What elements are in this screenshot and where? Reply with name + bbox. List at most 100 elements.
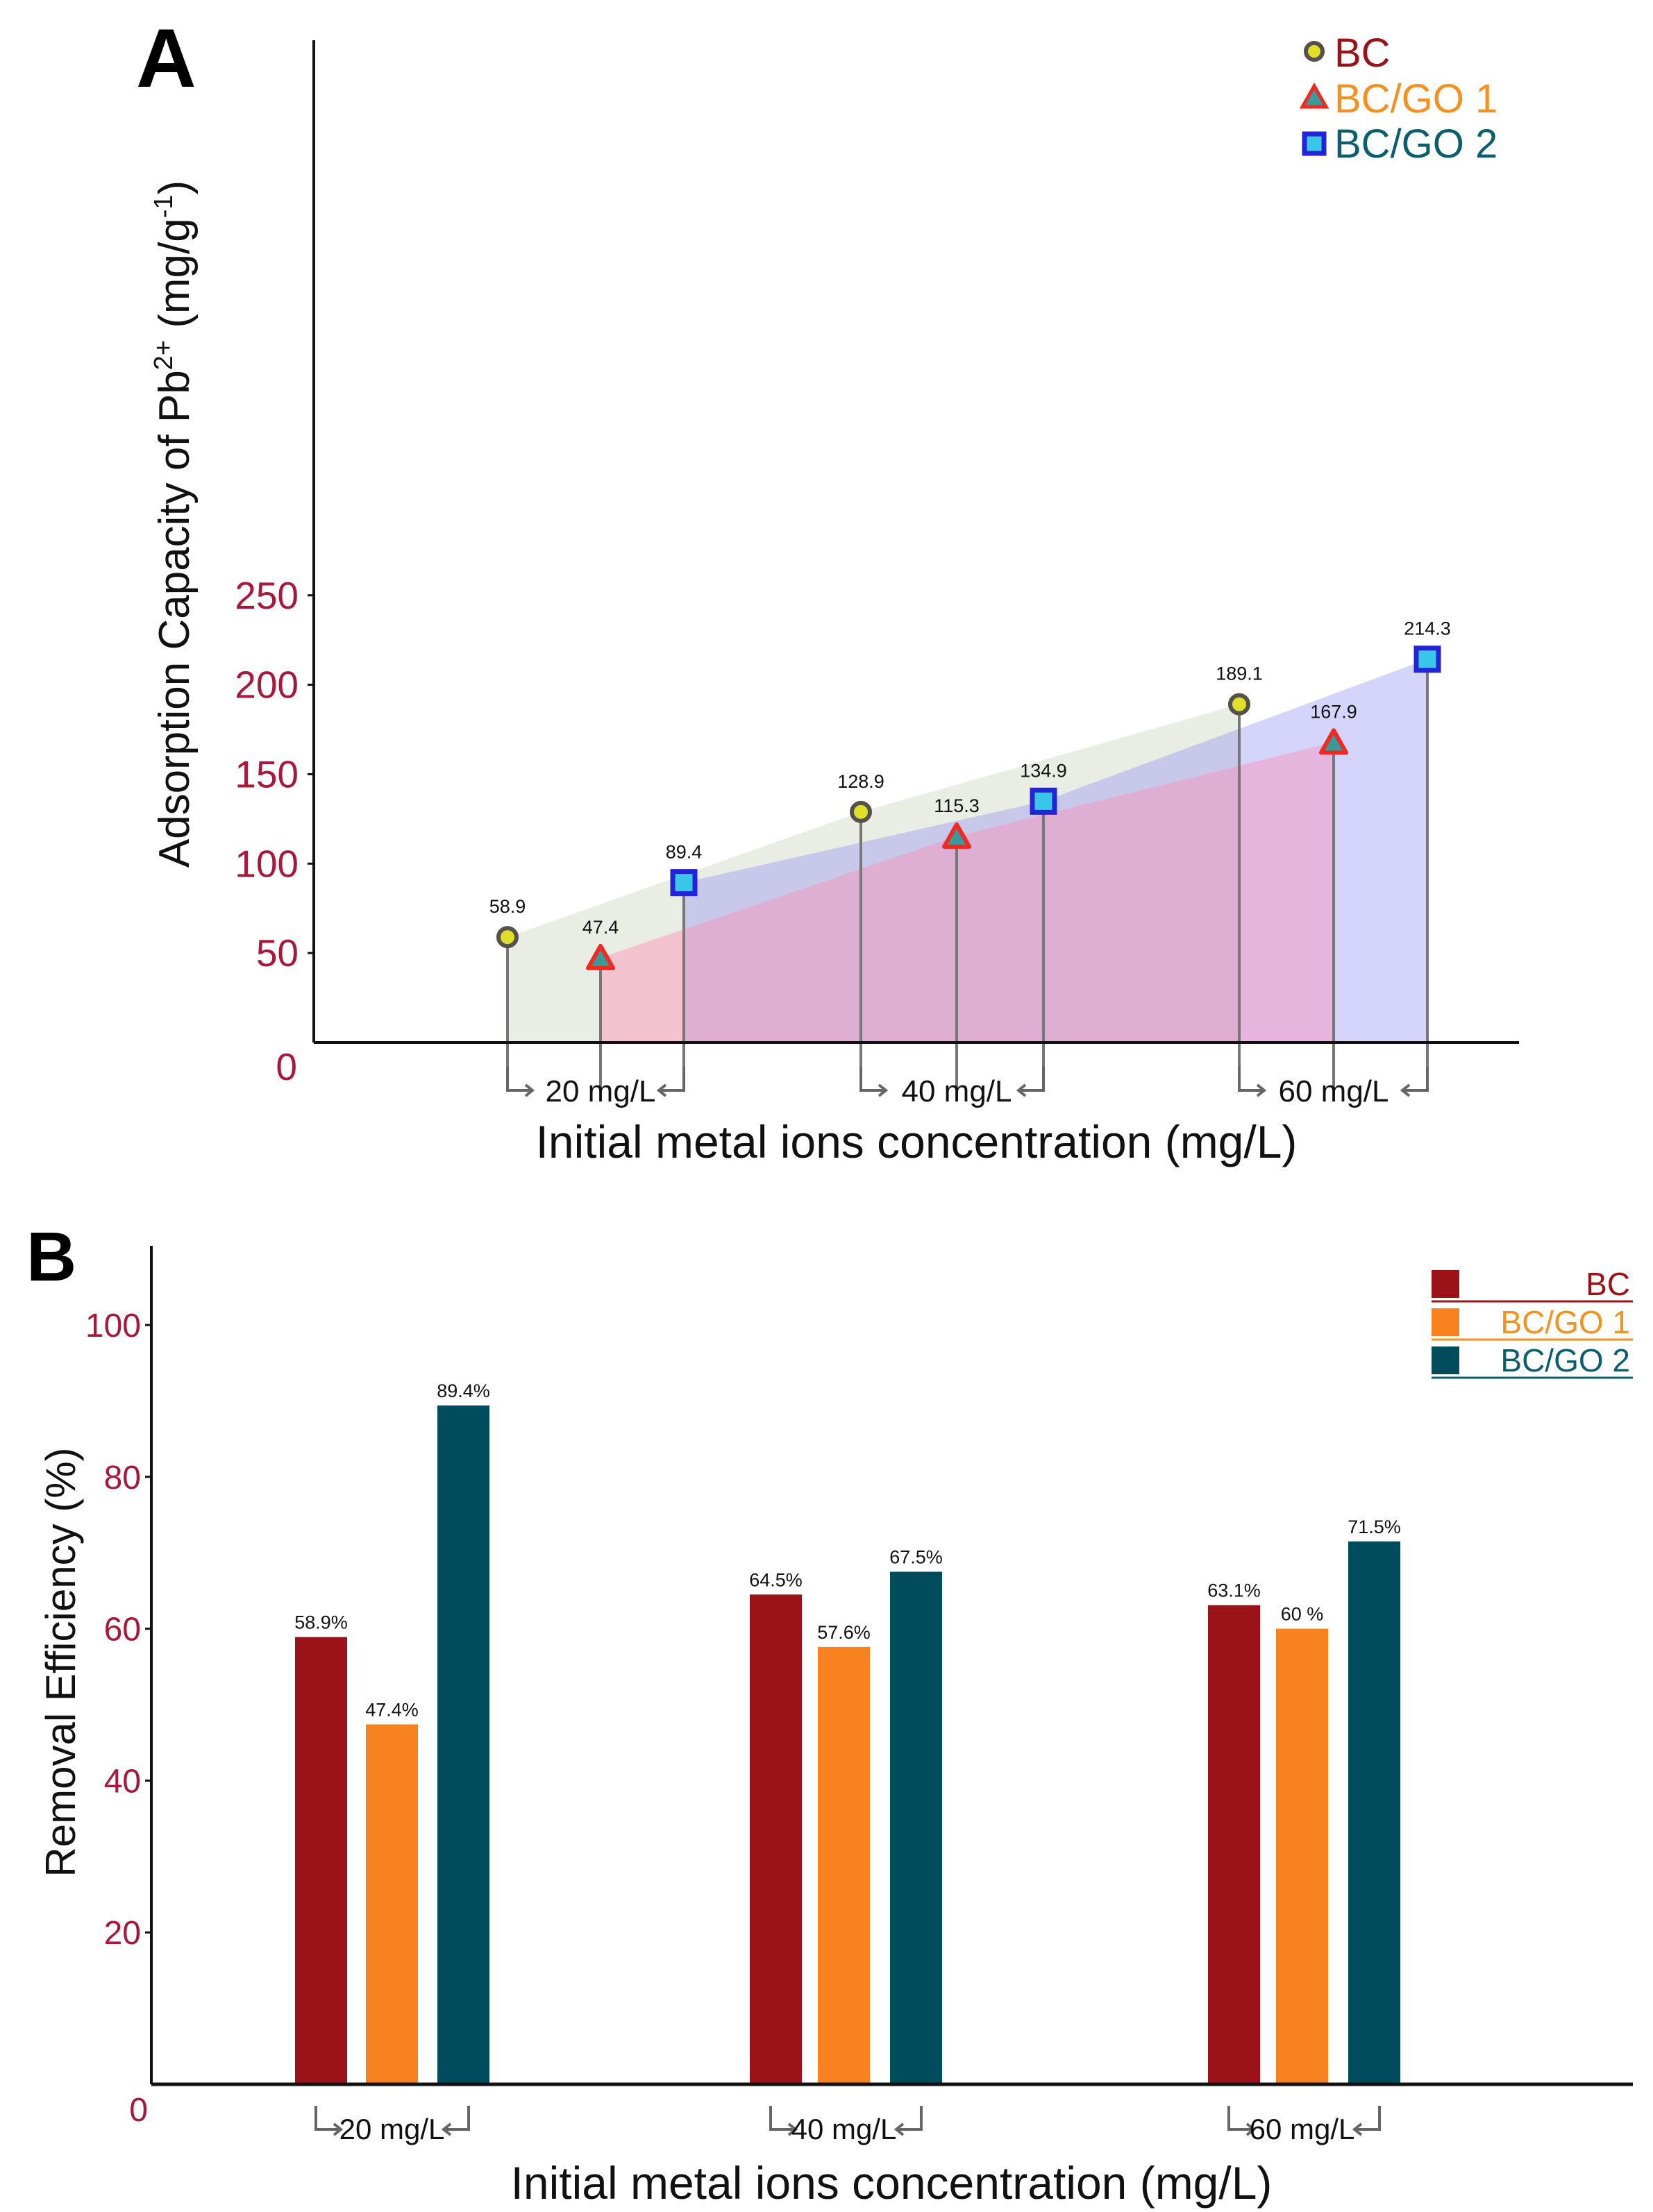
label-a-bcgo2-0: 89.4 [666,842,703,863]
bracket-b-2-right-line [1356,2106,1381,2131]
label-b-bcgo2-1: 67.5% [889,1547,943,1568]
panel-b-y-ticks: 0 20 40 60 80 100 [85,1308,151,2129]
bracket-a-2-right-line [1404,1067,1429,1092]
y-tick-label-a-50: 50 [256,931,299,974]
label-b-bc-0: 58.9% [294,1612,348,1633]
y-tick-label-a-200: 200 [235,664,299,707]
bar-bc-0 [295,1637,347,2084]
bracket-a-0-right-arrow [656,1083,667,1097]
panel-b-y-axis-title: Removal Efficiency (%) [37,1447,84,1877]
bar-bcgo2-0 [437,1405,489,2084]
bracket-a-2-left-arrow [1256,1083,1267,1097]
y-tick-label-a-0: 0 [276,1045,297,1088]
label-a-bcgo2-1: 134.9 [1020,760,1067,781]
panel-b-letter: B [26,1218,76,1296]
legend-label-a-bcgo2: BC/GO 2 [1334,121,1497,167]
bracket-b-2-left-line [1227,2106,1252,2131]
panel-b-data-labels: 58.9% 64.5% 63.1% 47.4% 57.6% 60 % 89.4% 67.5% 7… [294,1381,1401,1720]
bracket-b-1 [769,2106,923,2136]
panel-b-category-brackets: 20 mg/L 40 mg/L 60 mg/L [314,2106,1381,2145]
panel-a-y-title-mid: (mg/g [151,218,199,340]
category-label-a-0: 20 mg/L [546,1074,656,1108]
marker-bcgo2-0 [670,869,698,897]
bar-bcgo2-1 [890,1571,942,2084]
y-tick-label-a-100: 100 [235,842,299,885]
bracket-b-1-left-arrow [787,2122,798,2136]
marker-bcgo2-1 [1030,787,1057,815]
bracket-b-0-right-arrow [441,2122,452,2136]
label-b-bcgo1-1: 57.6% [817,1622,871,1643]
legend-swatch-b-bcgo2 [1432,1346,1459,1374]
marker-bc-0 [496,926,519,949]
bar-bcgo2-2 [1348,1541,1400,2084]
panel-a-data-labels: 58.9 128.9 189.1 47.4 115.3 167.9 89.4 134.9 214… [489,618,1451,938]
panel-a-y-title-main: Adsorption Capacity of Pb [151,370,199,868]
area-bcgo2 [684,659,1427,1042]
bracket-b-2 [1227,2106,1381,2136]
bracket-b-1-right-line [898,2106,923,2131]
bar-bcgo1-2 [1276,1628,1328,2084]
panel-b: B 0 20 40 60 80 100 20 mg/L 40 mg/L 60 mg/L 58.… [26,1218,1633,2209]
category-label-b-2: 60 mg/L [1250,2113,1355,2145]
y-tick-label-b-100: 100 [85,1308,141,1344]
y-tick-label-b-20: 20 [104,1915,141,1952]
legend-label-b-bc: BC [1586,1266,1630,1302]
bracket-a-1-left-arrow [878,1083,889,1097]
label-a-bc-2: 189.1 [1216,664,1263,684]
marker-bcgo1-2 [1319,728,1348,755]
panel-a-y-ticks: 0 50 100 150 200 250 [235,574,314,1088]
marker-bcgo1-1 [942,822,971,849]
legend-label-b-bcgo1: BC/GO 1 [1500,1304,1630,1340]
bracket-a-2 [1238,1067,1429,1097]
bracket-a-2-left-line [1238,1067,1263,1092]
bracket-a-0-right-line [660,1067,685,1092]
bracket-b-1-right-arrow [893,2122,905,2136]
category-label-b-0: 20 mg/L [339,2113,445,2145]
panel-a-category-brackets: 20 mg/L 40 mg/L 60 mg/L [506,1067,1429,1108]
bar-bcgo1-0 [366,1724,418,2084]
panel-b-x-axis-title: Initial metal ions concentration (mg/L) [511,2157,1273,2209]
label-a-bcgo1-0: 47.4 [582,917,619,938]
bracket-b-2-right-arrow [1352,2122,1363,2136]
marker-bc-1 [850,800,872,823]
bracket-a-0-left-line [506,1067,531,1092]
bar-bc-2 [1208,1605,1260,2084]
bracket-b-2-left-arrow [1245,2122,1257,2136]
category-label-b-1: 40 mg/L [791,2113,897,2145]
marker-bcgo1-0 [586,943,615,970]
marker-bcgo2-2 [1413,645,1441,673]
bracket-a-1 [859,1067,1045,1097]
bar-bcgo1-1 [818,1646,870,2084]
panel-a-y-axis-title: Adsorption Capacity of Pb2+ (mg/g-1) [149,180,199,868]
category-label-a-2: 60 mg/L [1279,1074,1389,1108]
label-b-bc-1: 64.5% [749,1569,803,1590]
panel-b-bars [295,1405,1400,2084]
label-b-bcgo2-0: 89.4% [437,1381,490,1401]
y-tick-label-b-60: 60 [104,1612,141,1648]
panel-a-letter: A [136,12,196,105]
bracket-a-2-right-arrow [1400,1083,1411,1097]
label-b-bcgo1-2: 60 % [1281,1604,1324,1625]
label-a-bcgo1-1: 115.3 [934,795,980,816]
y-tick-label-b-80: 80 [104,1460,141,1496]
bracket-b-0-left-arrow [333,2122,344,2136]
legend-swatch-b-bcgo1 [1432,1308,1459,1336]
panel-a-y-title-end: ) [151,180,199,195]
bracket-a-1-right-arrow [1016,1083,1027,1097]
legend-label-a-bc: BC [1334,31,1391,76]
panel-a-y-title-sup1: 2+ [149,340,178,370]
bracket-b-1-left-line [769,2106,794,2131]
bracket-b-0 [314,2106,470,2136]
bracket-a-1-left-line [859,1067,884,1092]
label-a-bc-0: 58.9 [489,896,526,917]
label-b-bcgo2-2: 71.5% [1348,1517,1401,1537]
category-label-a-1: 40 mg/L [902,1074,1012,1108]
panel-a-markers [496,645,1441,970]
bracket-b-0-right-line [445,2106,470,2131]
y-tick-label-b-0: 0 [129,2092,148,2129]
bracket-b-0-left-line [314,2106,339,2131]
